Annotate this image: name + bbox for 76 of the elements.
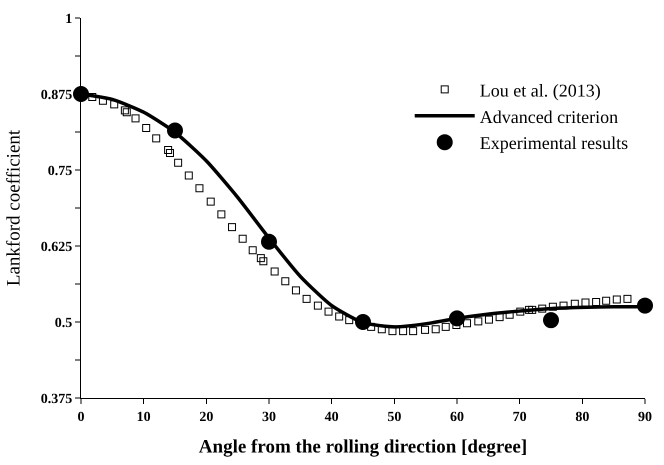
- point: [399, 327, 408, 336]
- point: [335, 312, 344, 321]
- point: [259, 257, 268, 266]
- x-tick-label: 80: [575, 410, 590, 425]
- point: [217, 210, 226, 218]
- point: [525, 306, 534, 314]
- x-axis-title: Angle from the rolling direction [degree]: [198, 436, 528, 458]
- point: [195, 184, 204, 192]
- point: [292, 286, 300, 294]
- point: [592, 298, 600, 306]
- point: [142, 124, 150, 132]
- point: [248, 246, 257, 254]
- point: [449, 310, 465, 326]
- point: [421, 326, 430, 334]
- legend-label: Lou et al. (2013): [480, 80, 601, 100]
- x-tick-label: 50: [387, 410, 402, 425]
- x-tick-label: 40: [324, 410, 339, 425]
- point: [166, 148, 174, 157]
- point: [164, 146, 172, 154]
- x-tick-label: 90: [638, 410, 652, 425]
- point: [302, 294, 311, 303]
- x-tick-label: 30: [262, 410, 276, 425]
- point: [120, 106, 129, 114]
- point: [122, 108, 131, 116]
- point: [432, 325, 440, 334]
- point: [409, 327, 418, 336]
- x-tick-label: 60: [450, 410, 464, 425]
- point: [167, 122, 183, 138]
- point: [581, 298, 590, 307]
- point: [463, 319, 472, 328]
- point: [516, 308, 524, 316]
- point: [228, 223, 236, 232]
- legend-label: Advanced criterion: [480, 106, 618, 127]
- point: [314, 302, 322, 310]
- y-tick-label: 1: [65, 12, 72, 27]
- y-tick-label: 0.625: [40, 240, 72, 255]
- point: [270, 268, 279, 276]
- x-tick-label: 10: [136, 410, 151, 425]
- point: [474, 317, 482, 326]
- point: [506, 310, 514, 319]
- point: [442, 322, 450, 331]
- y-tick-label: 0.875: [40, 88, 72, 103]
- point: [261, 234, 277, 250]
- x-tick-label: 70: [512, 410, 527, 425]
- point: [528, 306, 536, 314]
- point: [152, 134, 160, 142]
- point: [88, 93, 96, 102]
- point: [132, 114, 140, 122]
- point: [73, 86, 89, 102]
- point: [388, 327, 396, 336]
- x-tick-label: 20: [199, 410, 214, 425]
- point: [345, 316, 354, 324]
- y-axis-title: Lankford coefficient: [4, 129, 25, 286]
- point: [543, 312, 559, 328]
- point: [484, 316, 493, 324]
- point: [637, 298, 653, 314]
- point: [324, 308, 333, 316]
- point: [281, 277, 290, 286]
- point: [538, 304, 546, 313]
- point: [184, 171, 193, 180]
- y-tick-label: 0.75: [48, 164, 72, 179]
- y-tick-label: 0.375: [40, 392, 72, 407]
- point: [496, 313, 504, 322]
- point: [602, 296, 610, 305]
- y-tick-label: 0.5: [54, 316, 72, 331]
- point: [256, 254, 265, 262]
- point: [548, 302, 557, 311]
- point: [238, 234, 247, 243]
- point: [355, 314, 371, 330]
- legend-label: Experimental results: [480, 133, 628, 154]
- x-tick-label: 0: [78, 410, 84, 425]
- point: [623, 294, 632, 303]
- point: [612, 296, 621, 304]
- point: [206, 198, 215, 206]
- point: [174, 158, 182, 167]
- point: [110, 100, 118, 108]
